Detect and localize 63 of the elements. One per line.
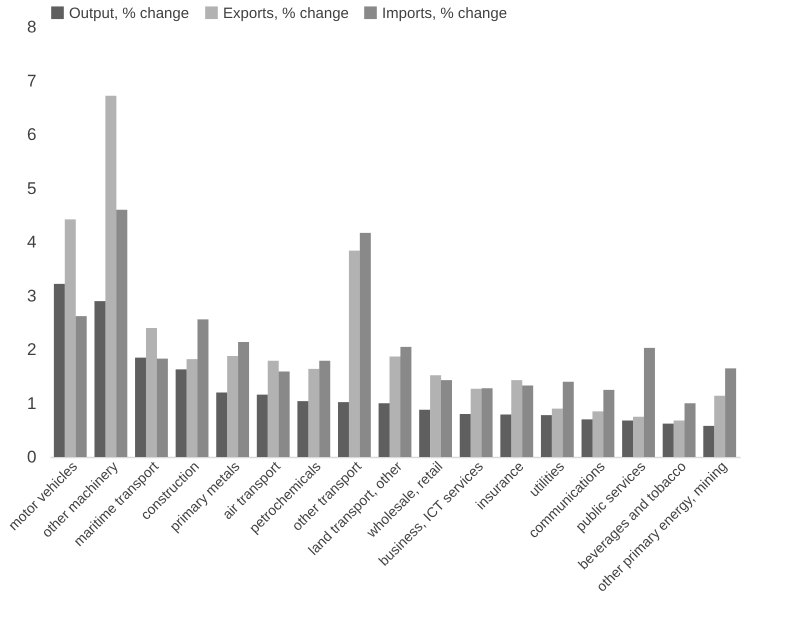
y-tick-label: 1 — [27, 394, 36, 413]
bar — [482, 388, 493, 457]
bar — [725, 368, 736, 457]
bar — [674, 420, 685, 457]
bar — [703, 426, 714, 457]
y-tick-label: 3 — [27, 286, 36, 306]
bar — [197, 319, 208, 457]
bar — [176, 369, 187, 457]
bar — [338, 402, 349, 457]
y-tick-label: 8 — [27, 18, 36, 36]
bar — [684, 403, 696, 457]
bar — [156, 358, 168, 457]
bar — [540, 415, 552, 457]
bar — [644, 348, 655, 457]
bar — [116, 210, 128, 457]
bar — [268, 360, 279, 457]
bar — [662, 424, 674, 457]
bar — [297, 401, 308, 457]
y-tick-label: 7 — [27, 71, 36, 90]
y-tick-label: 0 — [27, 448, 36, 466]
legend-label: Imports, % change — [382, 4, 508, 22]
legend-label: Exports, % change — [223, 4, 349, 22]
bar — [238, 342, 250, 457]
bar — [186, 359, 198, 457]
bar — [460, 414, 471, 457]
bar — [146, 328, 157, 457]
bar — [622, 420, 634, 457]
bar — [94, 301, 106, 457]
bar — [135, 358, 146, 457]
bar — [64, 219, 76, 457]
y-tick-label: 2 — [27, 340, 36, 359]
y-tick-label: 5 — [27, 178, 36, 198]
bar — [278, 372, 290, 457]
bar — [227, 356, 238, 457]
bar — [76, 316, 87, 457]
bar — [419, 410, 430, 457]
bar — [441, 380, 452, 457]
bar — [400, 346, 412, 457]
bar — [378, 403, 390, 457]
bar — [582, 419, 593, 457]
bar — [105, 96, 116, 457]
bar — [360, 232, 371, 457]
bar — [714, 396, 726, 457]
bar — [430, 375, 442, 457]
bar — [633, 416, 644, 457]
y-tick-label: 6 — [27, 125, 36, 144]
bar — [308, 368, 320, 457]
legend-label: Output, % change — [69, 4, 190, 22]
bar — [256, 394, 268, 457]
bar — [522, 386, 534, 457]
bar — [511, 380, 522, 457]
bar — [552, 408, 563, 457]
bar — [603, 390, 614, 457]
bar — [470, 388, 482, 457]
bar — [390, 356, 400, 457]
y-tick-label: 4 — [27, 232, 36, 252]
bar — [348, 250, 360, 457]
bar — [54, 284, 65, 457]
bar — [562, 382, 574, 457]
bar — [592, 411, 604, 457]
bar — [216, 392, 228, 457]
bar — [500, 414, 512, 457]
bar — [319, 360, 330, 457]
